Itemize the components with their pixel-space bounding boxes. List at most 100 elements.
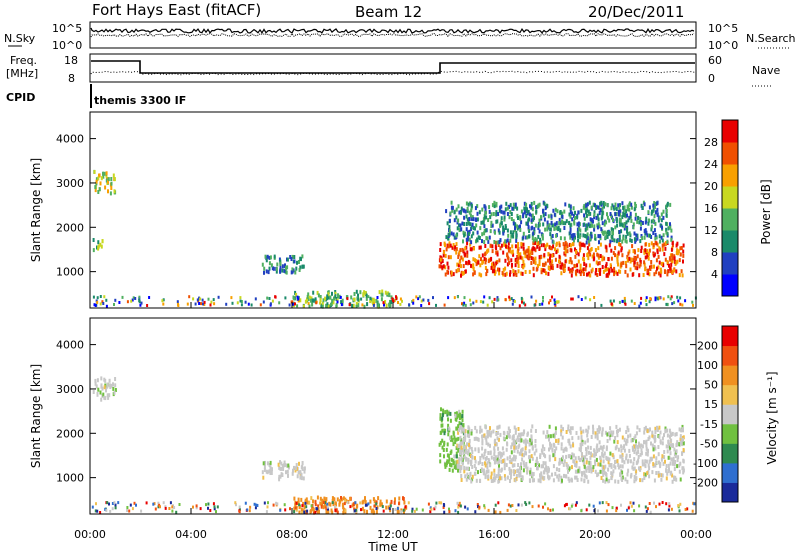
- power-echo-cell: [564, 249, 567, 254]
- velocity-echo-cell: [589, 462, 592, 467]
- power-echo-cell: [529, 254, 532, 258]
- velocity-echo-cell: [216, 505, 219, 509]
- x-tick-label: 12:00: [377, 528, 409, 541]
- power-echo-cell: [515, 235, 518, 239]
- velocity-echo-cell: [279, 466, 282, 471]
- velocity-echo-cell: [388, 507, 391, 511]
- velocity-echo-cell: [470, 479, 473, 484]
- power-echo-cell: [564, 221, 567, 226]
- power-echo-cell: [630, 202, 633, 207]
- power-echo-cell: [515, 273, 518, 277]
- velocity-echo-cell: [605, 477, 608, 482]
- power-echo-cell: [500, 221, 503, 226]
- power-echo-cell: [559, 260, 562, 265]
- power-echo-cell: [247, 302, 250, 306]
- power-echo-cell: [536, 241, 539, 246]
- power-echo-cell: [588, 200, 591, 205]
- velocity-echo-cell: [577, 468, 580, 473]
- velocity-echo-cell: [602, 472, 605, 477]
- velocity-echo-cell: [682, 437, 684, 442]
- power-echo-cell: [627, 251, 630, 256]
- power-echo-cell: [537, 234, 540, 239]
- velocity-echo-cell: [655, 471, 658, 475]
- velocity-echo-cell: [112, 386, 115, 391]
- power-echo-cell: [601, 265, 604, 269]
- power-echo-cell: [561, 262, 564, 267]
- velocity-echo-cell: [626, 508, 628, 512]
- velocity-echo-cell: [583, 473, 586, 478]
- velocity-echo-cell: [309, 509, 312, 514]
- velocity-echo-cell: [487, 451, 490, 455]
- power-echo-cell: [103, 295, 106, 299]
- cpid-text: themis 3300 IF: [94, 94, 186, 107]
- velocity-echo-cell: [303, 504, 306, 508]
- power-echo-cell: [509, 272, 511, 277]
- velocity-echo-cell: [279, 460, 281, 465]
- power-echo-cell: [460, 227, 463, 232]
- nsky-label: N.Sky: [4, 32, 36, 45]
- velocity-echo-cell: [603, 451, 606, 456]
- velocity-echo-cell: [521, 452, 524, 457]
- velocity-echo-cell: [633, 466, 636, 471]
- velocity-echo-cell: [518, 451, 521, 456]
- velocity-echo-cell: [592, 430, 595, 435]
- velocity-echo-cell: [369, 505, 372, 510]
- velocity-echo-cell: [314, 510, 317, 514]
- power-echo-cell: [551, 295, 553, 299]
- velocity-echo-cell: [614, 446, 617, 451]
- power-echo-cell: [533, 246, 536, 251]
- power-echo-cell: [95, 177, 98, 182]
- velocity-echo-cell: [560, 424, 563, 429]
- power-echo-cell: [596, 225, 599, 230]
- power-echo-cell: [319, 298, 322, 303]
- velocity-echo-cell: [678, 463, 681, 468]
- velocity-echo-cell: [649, 510, 652, 514]
- power-echo-cell: [94, 185, 97, 190]
- power-echo-cell: [654, 296, 657, 300]
- power-echo-cell: [558, 259, 560, 264]
- velocity-echo-cell: [503, 462, 506, 467]
- velocity-echo-cell: [157, 501, 160, 505]
- velocity-echo-cell: [585, 449, 588, 454]
- velocity-echo-cell: [664, 429, 667, 434]
- power-echo-cell: [628, 202, 631, 207]
- velocity-echo-cell: [636, 460, 639, 465]
- power-echo-cell: [457, 295, 459, 299]
- velocity-echo-cell: [665, 464, 668, 468]
- power-echo-cell: [583, 204, 586, 209]
- power-echo-cell: [626, 227, 629, 232]
- power-echo-cell: [279, 265, 282, 270]
- power-echo-cell: [461, 302, 463, 306]
- power-echo-cell: [677, 249, 680, 254]
- velocity-echo-cell: [481, 434, 484, 439]
- power-echo-cell: [447, 232, 450, 237]
- power-echo-cell: [621, 299, 624, 303]
- velocity-echo-cell: [264, 460, 266, 465]
- power-echo-cell: [493, 297, 496, 301]
- velocity-echo-cell: [537, 504, 540, 508]
- power-echo-cell: [534, 223, 537, 228]
- power-echo-cell: [492, 261, 495, 266]
- velocity-echo-cell: [450, 449, 453, 454]
- velocity-echo-cell: [508, 434, 511, 439]
- velocity-echo-cell: [647, 449, 649, 453]
- velocity-echo-cell: [632, 447, 634, 452]
- power-echo-cell: [618, 300, 621, 304]
- velocity-echo-cell: [670, 457, 673, 462]
- velocity-echo-cell: [621, 435, 624, 440]
- power-echo-cell: [537, 241, 540, 245]
- velocity-echo-cell: [536, 466, 539, 471]
- power-echo-cell: [576, 227, 579, 232]
- power-echo-cell: [605, 245, 608, 250]
- velocity-echo-cell: [595, 452, 597, 457]
- velocity-echo-cell: [356, 503, 359, 508]
- velocity-echo-cell: [674, 460, 677, 464]
- power-echo-cell: [656, 242, 659, 247]
- velocity-echo-cell: [487, 442, 490, 447]
- velocity-echo-cell: [316, 495, 319, 500]
- power-echo-cell: [523, 201, 526, 206]
- power-echo-cell: [266, 296, 269, 300]
- power-echo-cell: [558, 243, 561, 248]
- velocity-echo-cell: [503, 474, 506, 479]
